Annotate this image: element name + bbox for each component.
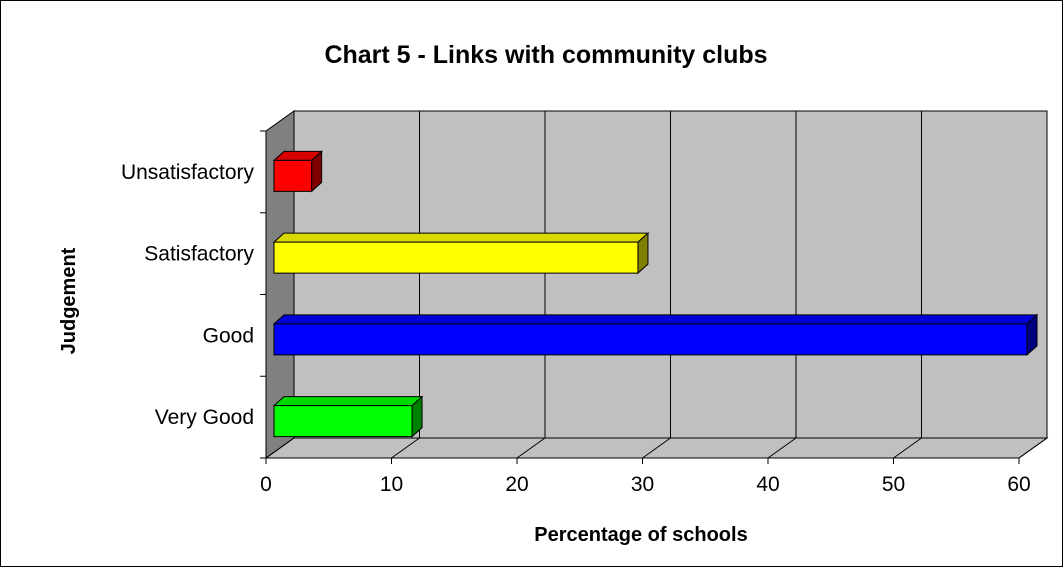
bar-top: [272, 396, 424, 407]
floor-gridline: [642, 437, 671, 459]
bar: [273, 241, 639, 274]
floor-gridline: [767, 437, 797, 459]
floor-gridline: [893, 437, 922, 459]
x-tick-label: 30: [631, 473, 654, 496]
y-tick-label: Satisfactory: [144, 243, 254, 266]
floor-gridline: [1018, 437, 1048, 459]
y-tick-label: Very Good: [155, 406, 254, 429]
y-axis-title: Judgement: [58, 247, 80, 354]
bar-top: [272, 232, 650, 243]
plot-area: 0 10 20 30 40 50 60 Very Good Good Satisfactory Un…: [121, 110, 1049, 496]
y-tick-label: Unsatisfactory: [121, 161, 255, 184]
x-tick-label: 0: [260, 473, 272, 496]
floor-gridline: [265, 437, 295, 459]
x-axis-title: Percentage of schools: [534, 524, 747, 546]
bar: [273, 159, 313, 192]
bar: [273, 405, 413, 438]
floor-gridline: [391, 437, 420, 459]
y-tick-label: Good: [203, 324, 254, 347]
x-tick-label: 10: [380, 473, 403, 496]
x-tick-label: 40: [756, 473, 779, 496]
bar-top: [272, 314, 1039, 325]
chart-title: Chart 5 - Links with community clubs: [324, 41, 767, 69]
floor-gridline: [516, 437, 546, 459]
bar: [273, 323, 1028, 356]
x-tick-label: 20: [505, 473, 528, 496]
x-tick-label: 50: [882, 473, 905, 496]
x-tick-label: 60: [1007, 473, 1030, 496]
